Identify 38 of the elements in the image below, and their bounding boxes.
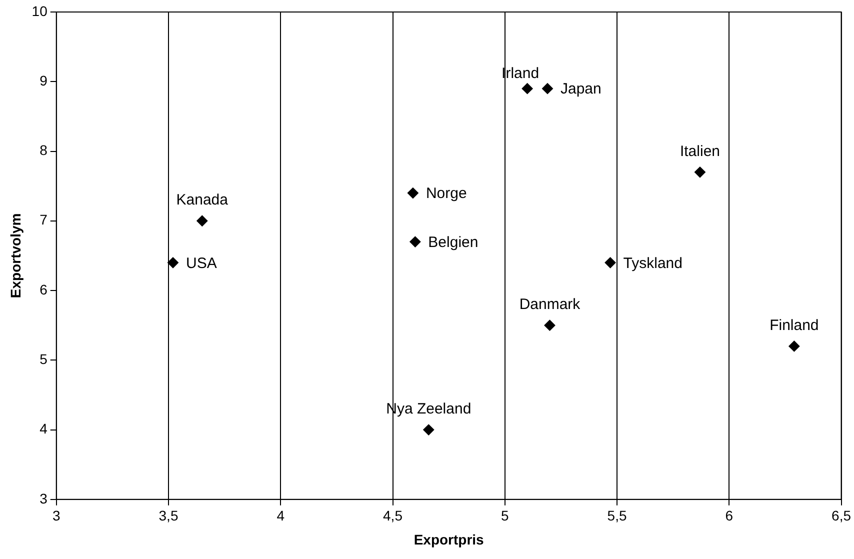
y-tick-label: 6 — [40, 281, 48, 298]
annotation: Tyskland — [623, 254, 682, 272]
y-tick-label: 5 — [40, 351, 48, 367]
point — [604, 257, 616, 268]
point — [522, 83, 533, 94]
x-tick-label: 3,5 — [158, 508, 178, 524]
point — [788, 340, 800, 352]
annotation: Japan — [560, 80, 602, 98]
point — [694, 166, 706, 178]
point — [407, 188, 418, 199]
annotation: Italien — [680, 142, 720, 160]
x-tick-label: 4 — [276, 508, 285, 524]
y-tick-label: 7 — [40, 212, 48, 228]
y-tick-label: 3 — [40, 490, 48, 506]
y-axis-title: Exportvolym — [7, 213, 24, 298]
point — [196, 215, 208, 226]
x-tick-label: 3 — [52, 508, 60, 524]
y-tick-label: 4 — [40, 420, 48, 437]
x-tick-label: 4,5 — [383, 508, 403, 524]
point — [542, 83, 553, 94]
annotation: Kanada — [176, 192, 229, 209]
point — [423, 424, 434, 436]
annotation: USA — [186, 254, 217, 272]
y-tick-label: 8 — [40, 142, 48, 158]
point — [410, 236, 421, 248]
x-axis-title: Exportpris — [414, 531, 484, 548]
annotation: Norge — [426, 185, 467, 202]
x-tick-label: 6,5 — [832, 508, 852, 524]
annotation: Belgien — [428, 234, 478, 251]
x-tick-label: 6 — [725, 508, 734, 524]
annotation: Danmark — [519, 296, 581, 313]
point — [544, 320, 556, 331]
x-tick-label: 5,5 — [607, 508, 627, 524]
x-tick-label: 5 — [500, 508, 509, 524]
y-tick-label: 10 — [32, 2, 48, 19]
annotation: Finland — [770, 316, 819, 334]
point — [167, 257, 178, 268]
y-tick-label: 9 — [40, 72, 48, 88]
